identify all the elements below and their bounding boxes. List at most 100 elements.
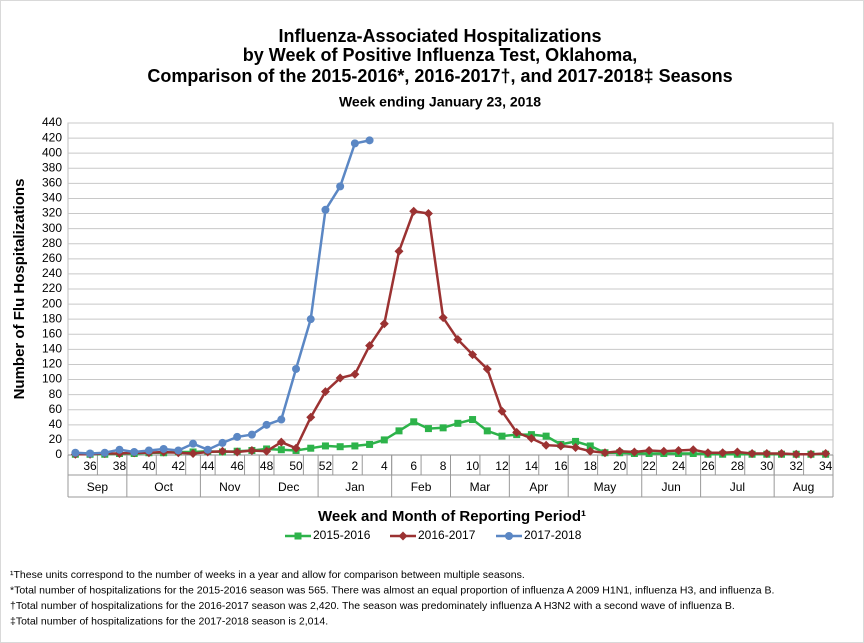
y-tick-label: 180 bbox=[42, 311, 62, 325]
marker bbox=[718, 448, 728, 458]
marker bbox=[629, 447, 639, 457]
marker bbox=[291, 443, 301, 453]
marker bbox=[233, 432, 242, 441]
x-tick-label: 10 bbox=[466, 459, 480, 473]
marker bbox=[203, 445, 212, 454]
x-axis-title: Week and Month of Reporting Period¹ bbox=[318, 508, 586, 525]
y-axis-title: Number of Flu Hospitalizations bbox=[11, 179, 28, 400]
marker bbox=[526, 433, 536, 443]
marker bbox=[380, 436, 388, 444]
x-tick-label: 26 bbox=[701, 459, 715, 473]
marker bbox=[497, 406, 507, 416]
marker bbox=[674, 445, 684, 455]
x-tick-label: 44 bbox=[201, 459, 215, 473]
y-tick-label: 360 bbox=[42, 176, 62, 190]
marker bbox=[321, 205, 330, 214]
legend-label: 2017-2018 bbox=[524, 528, 582, 542]
marker bbox=[130, 447, 139, 456]
marker bbox=[365, 136, 374, 145]
y-tick-label: 220 bbox=[42, 281, 62, 295]
y-tick-label: 0 bbox=[55, 447, 62, 461]
y-tick-label: 20 bbox=[49, 432, 63, 446]
marker bbox=[644, 445, 654, 455]
y-tick-label: 240 bbox=[42, 266, 62, 280]
marker bbox=[232, 447, 242, 457]
marker bbox=[277, 415, 286, 424]
month-label: Nov bbox=[219, 480, 240, 494]
marker bbox=[615, 446, 625, 456]
x-tick-label: 36 bbox=[83, 459, 97, 473]
x-tick-label: 52 bbox=[319, 459, 333, 473]
marker bbox=[541, 440, 551, 450]
marker bbox=[366, 440, 374, 448]
marker bbox=[218, 438, 227, 447]
x-tick-label: 6 bbox=[410, 459, 417, 473]
marker bbox=[320, 387, 330, 397]
x-tick-label: 48 bbox=[260, 459, 274, 473]
marker bbox=[307, 444, 315, 452]
marker bbox=[306, 412, 316, 422]
marker bbox=[379, 319, 389, 329]
marker bbox=[600, 448, 610, 458]
marker bbox=[144, 446, 153, 455]
marker bbox=[453, 335, 463, 345]
marker bbox=[483, 427, 491, 435]
x-tick-label: 2 bbox=[352, 459, 359, 473]
y-tick-label: 160 bbox=[42, 326, 62, 340]
legend-label: 2016-2017 bbox=[418, 528, 476, 542]
month-label: Feb bbox=[411, 480, 432, 494]
marker bbox=[806, 449, 816, 459]
y-tick-label: 400 bbox=[42, 145, 62, 159]
marker bbox=[292, 364, 301, 373]
footnote: ¹These units correspond to the number of… bbox=[10, 569, 525, 581]
month-label: Aug bbox=[793, 480, 814, 494]
marker bbox=[277, 446, 285, 454]
legend-label: 2015-2016 bbox=[313, 528, 371, 542]
marker bbox=[394, 246, 404, 256]
marker bbox=[454, 419, 462, 427]
marker bbox=[438, 313, 448, 323]
month-label: Apr bbox=[529, 480, 548, 494]
x-tick-label: 38 bbox=[113, 459, 127, 473]
footnote: ‡Total number of hospitalizations for th… bbox=[10, 615, 328, 627]
marker bbox=[351, 442, 359, 450]
marker bbox=[468, 350, 478, 360]
marker bbox=[498, 432, 506, 440]
month-label: Jun bbox=[661, 480, 680, 494]
x-tick-label: 8 bbox=[440, 459, 447, 473]
marker bbox=[294, 532, 302, 540]
marker bbox=[115, 445, 124, 454]
y-tick-label: 200 bbox=[42, 296, 62, 310]
marker bbox=[423, 209, 433, 219]
x-tick-label: 18 bbox=[584, 459, 598, 473]
marker bbox=[703, 448, 713, 458]
marker bbox=[398, 531, 408, 541]
y-tick-label: 260 bbox=[42, 251, 62, 265]
marker bbox=[585, 446, 595, 456]
marker bbox=[336, 443, 344, 451]
y-tick-label: 40 bbox=[49, 417, 63, 431]
marker bbox=[350, 139, 359, 148]
y-tick-label: 80 bbox=[49, 387, 63, 401]
month-label: Mar bbox=[470, 480, 491, 494]
x-tick-label: 46 bbox=[231, 459, 245, 473]
x-tick-label: 4 bbox=[381, 459, 388, 473]
marker bbox=[262, 446, 272, 456]
y-tick-label: 300 bbox=[42, 221, 62, 235]
marker bbox=[336, 182, 345, 191]
x-tick-label: 30 bbox=[760, 459, 774, 473]
marker bbox=[174, 446, 183, 455]
marker bbox=[262, 420, 271, 429]
x-tick-label: 28 bbox=[731, 459, 745, 473]
marker bbox=[469, 416, 477, 424]
marker bbox=[586, 442, 594, 450]
marker bbox=[100, 448, 109, 457]
x-tick-label: 24 bbox=[672, 459, 686, 473]
footnote: †Total number of hospitalizations for th… bbox=[10, 600, 735, 612]
y-tick-label: 380 bbox=[42, 160, 62, 174]
x-tick-label: 22 bbox=[642, 459, 656, 473]
marker bbox=[762, 448, 772, 458]
marker bbox=[217, 446, 227, 456]
x-tick-label: 40 bbox=[142, 459, 156, 473]
